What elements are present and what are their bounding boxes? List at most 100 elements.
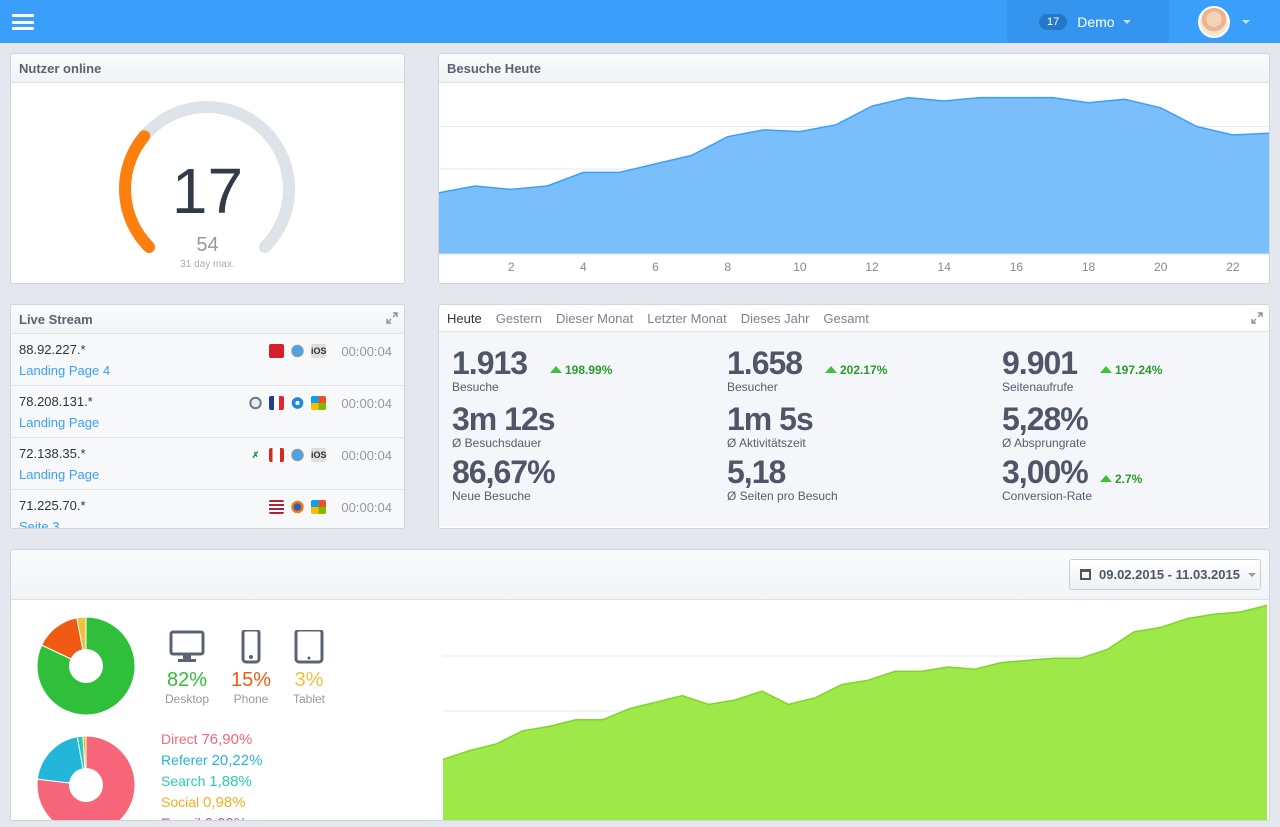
period-tab[interactable]: Heute (447, 310, 482, 326)
period-tab[interactable]: Gestern (495, 310, 542, 326)
device-label: Phone (233, 692, 269, 706)
stat-change: 197.24% (1100, 363, 1162, 377)
stat-change: 198.99% (550, 363, 612, 377)
period-tabs: Heute Gestern Dieser Monat Letzter Monat Die… (439, 305, 1269, 332)
x-tick-label: 10 (793, 260, 807, 274)
online-gauge (119, 101, 295, 253)
area-series (443, 605, 1267, 820)
stat-item: 5,18 Ø Seiten pro Besuch (727, 455, 838, 503)
stat-value: 1.913 (452, 345, 528, 381)
flag-norway-icon (269, 344, 284, 358)
visited-page-link[interactable]: Landing Page (19, 415, 100, 430)
x-tick-label: 12 (865, 260, 879, 274)
device-label: Desktop (164, 692, 210, 706)
stat-value: 5,28% (1002, 401, 1089, 437)
windows-icon (311, 500, 326, 514)
live-stream-row: 71.225.70.* Seite 3 00:00:04 (11, 490, 404, 529)
visited-page-link[interactable]: Seite 3 (19, 519, 60, 529)
x-tick-label: 14 (938, 260, 952, 274)
arrow-up-icon (1100, 475, 1112, 482)
visited-page-link[interactable]: Landing Page 4 (19, 363, 111, 378)
visitor-ip: 78.208.131.* (19, 394, 93, 409)
stat-change-value: 2.7% (1115, 472, 1143, 486)
stat-value: 9.901 (1002, 345, 1078, 381)
desktop-icon (169, 630, 205, 662)
users-online-panel: Nutzer online 17 54 31 day max. (10, 53, 405, 284)
stat-item: 9.901 Seitenaufrufe (1002, 345, 1078, 394)
panel-header: 09.02.2015 - 11.03.2015 (11, 550, 1269, 600)
source-stat: Referer 20,22% (161, 752, 262, 769)
source-pie-chart (36, 735, 136, 820)
visitor-info-icons (248, 396, 326, 410)
live-stream-list: 88.92.227.* Landing Page 4 iOS 00:00:04 78.2… (11, 334, 404, 529)
stat-item: 1.913 Besuche (452, 345, 528, 394)
arrow-up-icon (1100, 366, 1112, 373)
date-range-picker[interactable]: 09.02.2015 - 11.03.2015 (1069, 559, 1261, 590)
flag-canada-icon (269, 448, 284, 462)
device-pie-chart (36, 616, 136, 716)
stats-grid: 1.913 Besuche 198.99% 1.658 Besucher 202.17% 9… (439, 332, 1269, 526)
chevron-down-icon (1247, 572, 1256, 577)
avatar (1198, 5, 1230, 38)
stat-item: 86,67% Neue Besuche (452, 454, 556, 503)
source-percentage: 0,00% (205, 815, 248, 820)
visitor-info-icons: iOS (269, 344, 327, 358)
area-series-line (439, 96, 1269, 194)
source-stat: Search 1,88% (161, 773, 252, 790)
safari-icon (290, 344, 305, 358)
visit-duration: 00:00:04 (341, 344, 392, 359)
visit-duration: 00:00:04 (341, 396, 392, 411)
x-tick-label: 6 (652, 260, 659, 274)
x-tick-label: 22 (1226, 260, 1240, 274)
stat-change: 2.7% (1100, 472, 1142, 486)
expand-icon[interactable] (1251, 312, 1263, 324)
stat-item: 1.658 Besucher (727, 346, 803, 394)
online-max-label: 31 day max. (180, 259, 235, 270)
period-tab[interactable]: Dieses Jahr (740, 310, 810, 326)
stat-change-value: 198.99% (565, 363, 613, 377)
device-percentage: 15% (230, 669, 272, 691)
area-series-line (442, 604, 1268, 761)
source-stat: Direct 76,90% (161, 731, 252, 748)
visits-today-panel: Besuche Heute 2 4 6 8 10 12 14 16 18 20 22 (438, 53, 1270, 284)
visited-page-link[interactable]: Landing Page (19, 467, 100, 482)
expand-icon[interactable] (386, 312, 398, 324)
x-tick-label: 16 (1010, 260, 1024, 274)
period-tab[interactable]: Gesamt (823, 310, 869, 326)
date-range-label: 09.02.2015 - 11.03.2015 (1099, 567, 1240, 582)
internet-explorer-icon (290, 396, 305, 410)
device-stat: 82% Desktop (157, 630, 217, 706)
donut-hole (69, 649, 103, 683)
safari-icon (290, 448, 305, 462)
x-tick-label: 8 (724, 260, 731, 274)
live-stream-row: 72.138.35.* Landing Page ✗ iOS 00:00:04 (11, 438, 404, 490)
user-menu-dropdown[interactable] (1170, 0, 1280, 43)
stat-label: Ø Besuchsdauer (452, 436, 542, 450)
stat-value: 3,00% (1002, 454, 1089, 490)
source-name: Referer (161, 752, 208, 768)
stat-item: 3m 12s Ø Besuchsdauer (452, 402, 556, 450)
panel-title: Live Stream (11, 305, 404, 334)
source-percentage: 76,90% (201, 731, 253, 748)
device-percentage: 82% (166, 669, 208, 691)
visitor-info-icons (269, 500, 326, 514)
period-tab[interactable]: Letzter Monat (647, 310, 727, 326)
live-stream-row: 78.208.131.* Landing Page 00:00:04 (11, 386, 404, 438)
project-name: Demo (1077, 13, 1115, 30)
stat-value: 86,67% (452, 454, 556, 490)
stats-panel: Heute Gestern Dieser Monat Letzter Monat Die… (438, 304, 1270, 529)
mac-os-icon (248, 396, 263, 410)
x-tick-label: 2 (508, 260, 515, 274)
hamburger-menu-icon[interactable] (12, 14, 34, 30)
source-percentage: 20,22% (211, 752, 263, 769)
arrow-up-icon (550, 366, 562, 373)
source-name: Direct (161, 731, 198, 747)
stat-label: Ø Seiten pro Besuch (727, 489, 838, 503)
stat-label: Besuche (452, 380, 499, 394)
period-tab[interactable]: Dieser Monat (555, 310, 634, 326)
stat-item: 5,28% Ø Absprungrate (1002, 401, 1089, 450)
x-tick-label: 20 (1154, 260, 1168, 274)
project-selector-dropdown[interactable]: 17 Demo (1007, 0, 1169, 43)
ios-icon: iOS (311, 448, 327, 462)
stat-label: Ø Absprungrate (1002, 436, 1087, 450)
